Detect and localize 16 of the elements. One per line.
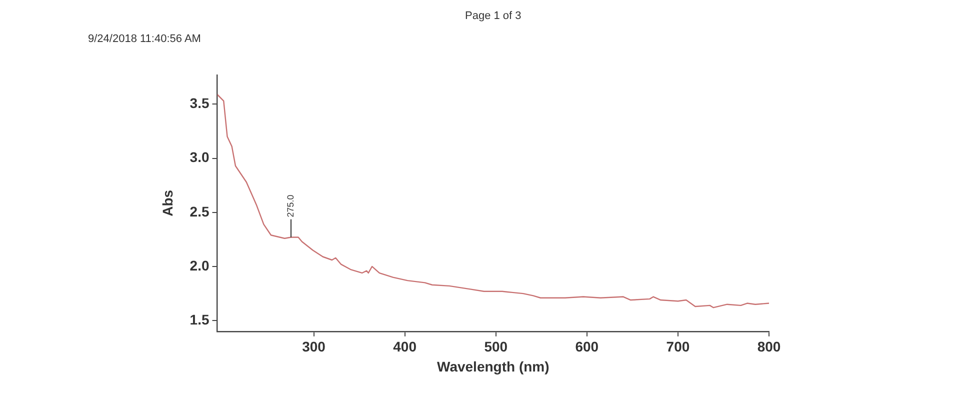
x-tick-label: 600 <box>575 338 599 355</box>
x-tick-label: 500 <box>484 338 508 355</box>
y-tick-label: 2.0 <box>190 257 210 274</box>
y-tick-label: 3.5 <box>190 95 210 112</box>
x-axis-title: Wavelength (nm) <box>437 358 550 374</box>
x-tick-label: 300 <box>302 338 326 355</box>
x-tick-label: 400 <box>393 338 417 355</box>
x-tick-label: 800 <box>757 338 781 355</box>
y-tick-label: 3.0 <box>190 149 210 166</box>
x-tick-label: 700 <box>666 338 690 355</box>
y-axis-title: Abs <box>159 190 176 216</box>
y-tick-label: 1.5 <box>190 311 210 328</box>
text: Page 1 of 3 <box>465 10 522 22</box>
text: 9/24/2018 11:40:56 AM <box>88 33 201 45</box>
annotation: 275.0 <box>285 194 296 218</box>
y-tick-label: 2.5 <box>190 203 210 220</box>
